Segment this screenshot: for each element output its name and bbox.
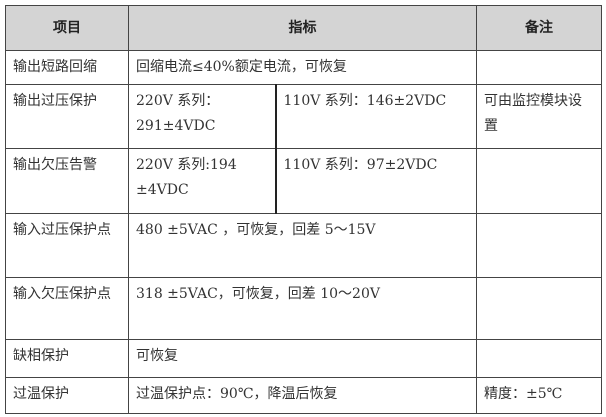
table-row: 输出过压保护 220V 系列：291±4VDC 110V 系列：146±2VDC… [5, 84, 602, 149]
cell-item: 输出过压保护 [5, 84, 129, 149]
header-item: 项目 [5, 5, 129, 51]
cell-note [476, 148, 602, 214]
table-row: 过温保护 过温保护点：90℃，降温后恢复 精度：±5℃ [5, 377, 602, 414]
cell-item: 缺相保护 [5, 339, 129, 378]
cell-note [476, 50, 602, 85]
cell-spec: 回缩电流≤40%额定电流，可恢复 [128, 50, 477, 85]
cell-spec: 过温保护点：90℃，降温后恢复 [128, 377, 477, 414]
header-note: 备注 [476, 5, 602, 51]
table-row: 输出短路回缩 回缩电流≤40%额定电流，可恢复 [5, 50, 602, 85]
cell-note: 可由监控模块设置 [476, 84, 602, 149]
cell-spec-110: 110V 系列：146±2VDC [274, 84, 477, 149]
cell-note [476, 277, 602, 340]
cell-spec-220: 220V 系列：291±4VDC [128, 84, 276, 149]
cell-spec-220: 220V 系列:194 ±4VDC [128, 148, 276, 214]
cell-item: 输出短路回缩 [5, 50, 129, 85]
cell-note [476, 213, 602, 278]
cell-item: 输入过压保护点 [5, 213, 129, 278]
cell-item: 输出欠压告警 [5, 148, 129, 214]
cell-spec-110: 110V 系列：97±2VDC [274, 148, 477, 214]
cell-spec: 480 ±5VAC ，可恢复，回差 5～15V [128, 213, 477, 278]
cell-item: 过温保护 [5, 377, 129, 414]
table-row: 缺相保护 可恢复 [5, 339, 602, 378]
cell-note: 精度：±5℃ [476, 377, 602, 414]
cell-item: 输入欠压保护点 [5, 277, 129, 340]
table-row: 输入欠压保护点 318 ±5VAC，可恢复，回差 10～20V [5, 277, 602, 340]
spec-table: 项目 指标 备注 输出短路回缩 回缩电流≤40%额定电流，可恢复 输出过压保护 … [5, 5, 602, 414]
table-row: 输入过压保护点 480 ±5VAC ，可恢复，回差 5～15V [5, 213, 602, 278]
header-spec: 指标 [128, 5, 477, 51]
cell-note [476, 339, 602, 378]
table-row: 输出欠压告警 220V 系列:194 ±4VDC 110V 系列：97±2VDC [5, 148, 602, 214]
cell-spec: 318 ±5VAC，可恢复，回差 10～20V [128, 277, 477, 340]
header-row: 项目 指标 备注 [5, 5, 602, 51]
cell-spec: 可恢复 [128, 339, 477, 378]
